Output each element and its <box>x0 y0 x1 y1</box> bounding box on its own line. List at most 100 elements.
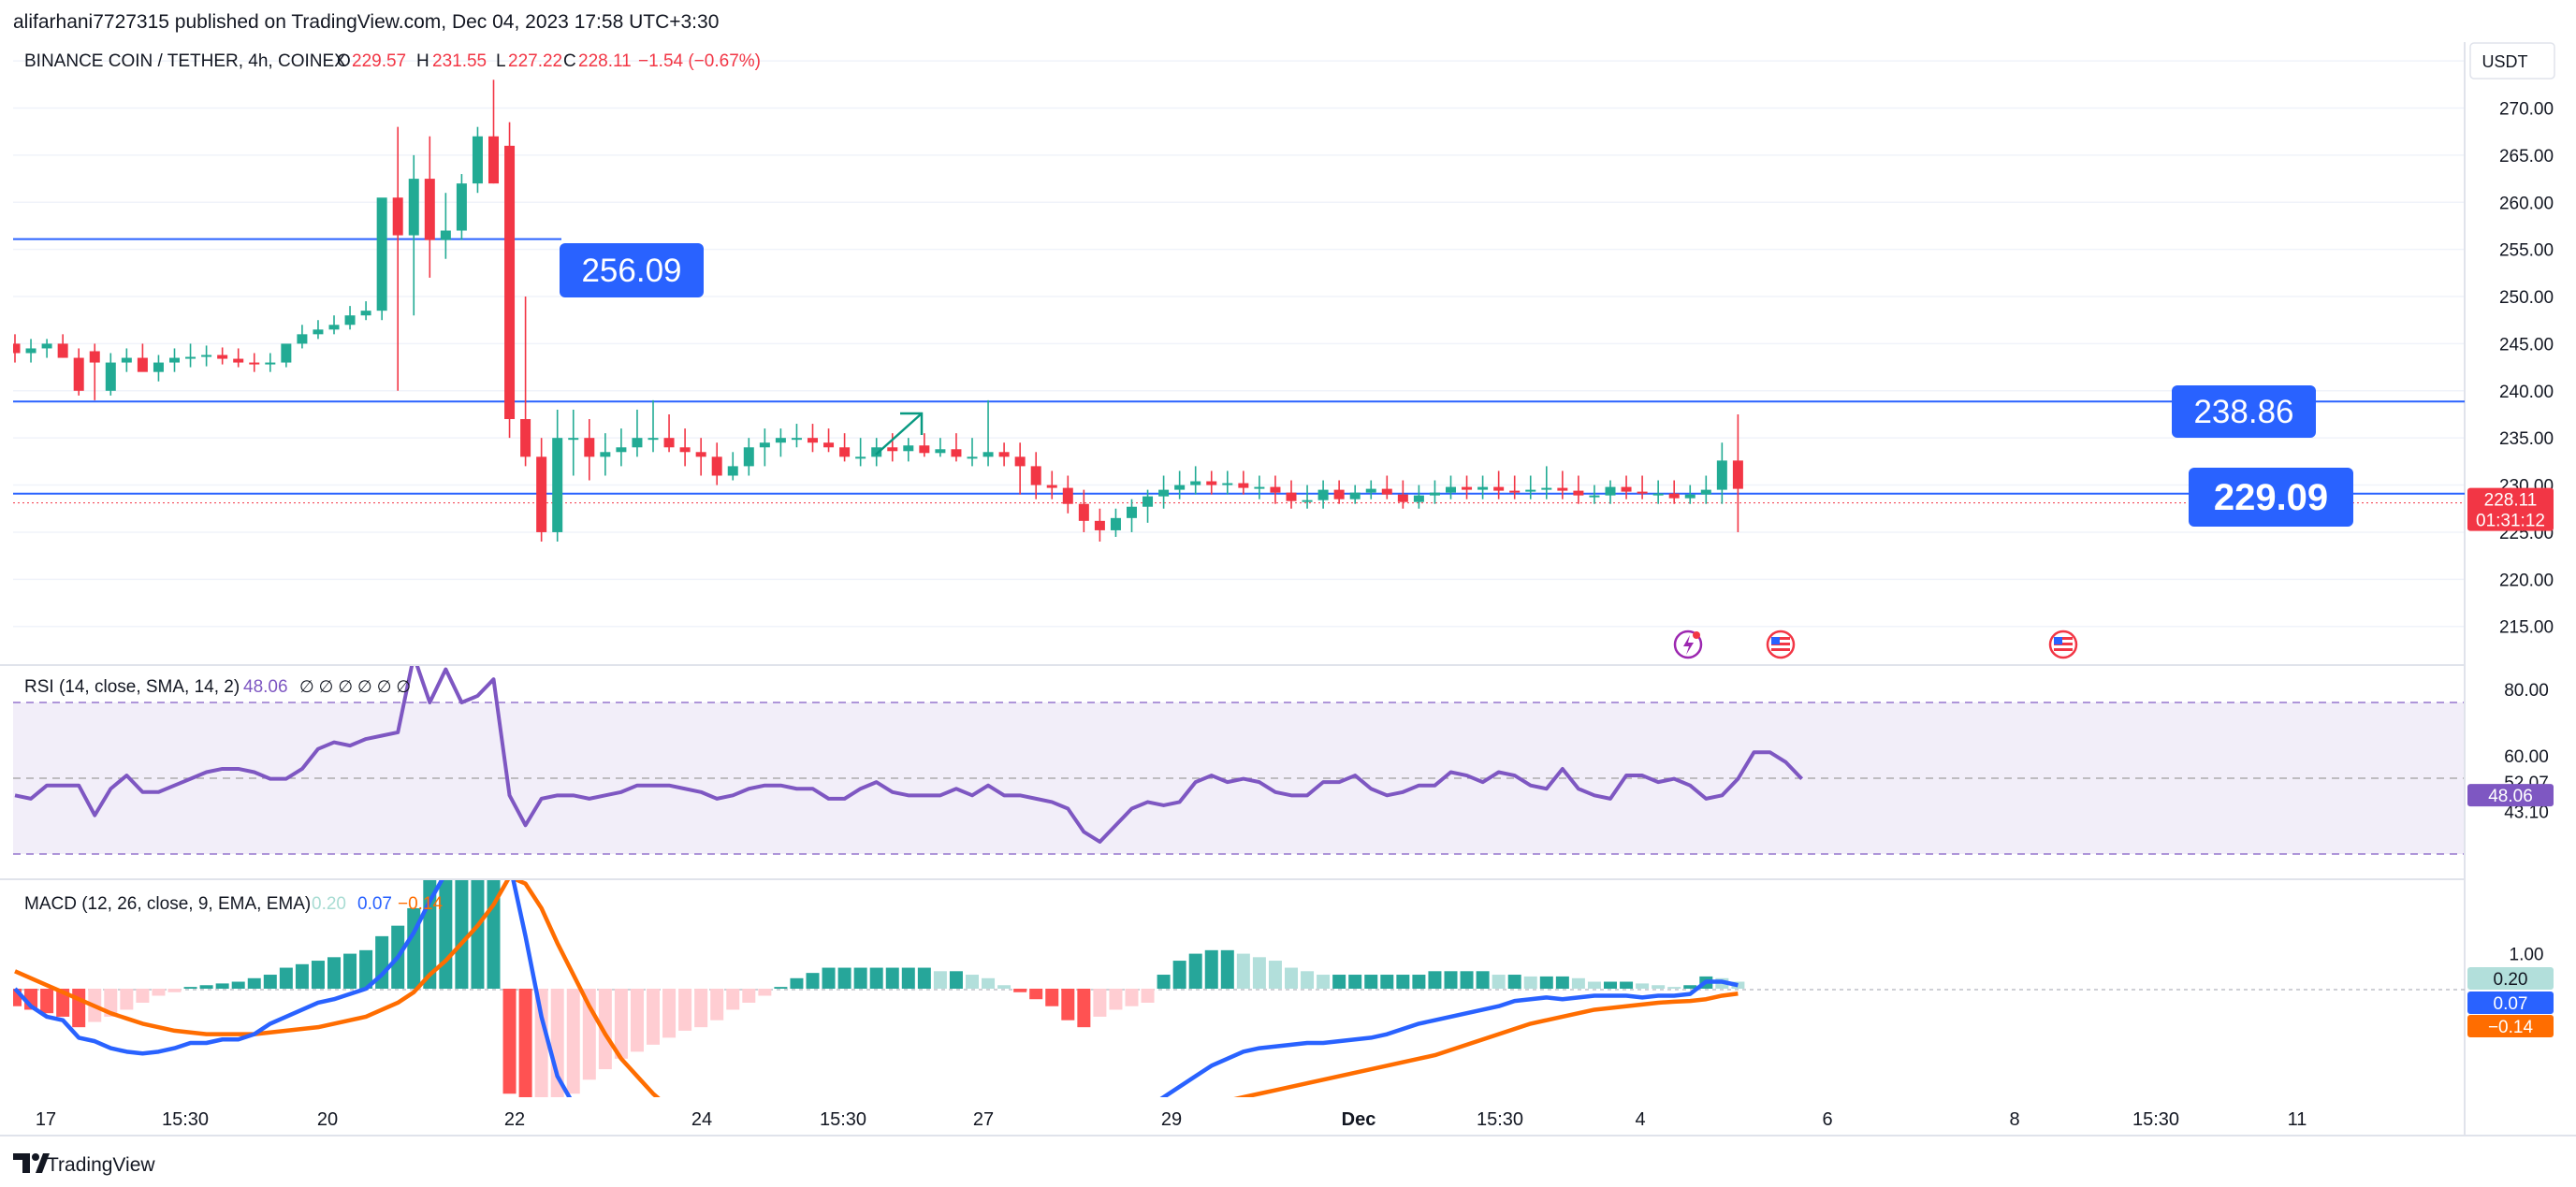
candle[interactable] <box>759 428 770 467</box>
price-axis[interactable]: 275.00270.00265.00260.00255.00250.00245.… <box>2467 52 2554 638</box>
candle[interactable] <box>1637 475 1648 499</box>
candle[interactable] <box>632 409 643 457</box>
candle[interactable] <box>10 334 21 363</box>
candle[interactable] <box>360 301 371 321</box>
candle[interactable] <box>1014 442 1026 495</box>
candle[interactable] <box>791 424 802 448</box>
macd-axis[interactable]: 1.00−1.000.200.07−0.14 <box>2467 946 2554 1037</box>
candle[interactable] <box>201 345 212 367</box>
candle[interactable] <box>584 419 595 481</box>
candle[interactable] <box>1605 480 1616 504</box>
candle[interactable] <box>600 433 611 476</box>
candle[interactable] <box>169 348 180 372</box>
candle[interactable] <box>1094 508 1105 543</box>
candle[interactable] <box>919 433 930 457</box>
level-label-256[interactable]: 256.09 <box>560 243 704 297</box>
candle[interactable] <box>440 193 451 259</box>
candle[interactable] <box>1317 480 1329 509</box>
candle[interactable] <box>663 413 675 453</box>
candle[interactable] <box>344 306 356 330</box>
candle[interactable] <box>552 409 563 543</box>
candle[interactable] <box>89 343 100 400</box>
candle[interactable] <box>982 399 994 467</box>
candle[interactable] <box>328 315 340 335</box>
candle[interactable] <box>1381 475 1392 499</box>
candle[interactable] <box>185 343 196 368</box>
candle[interactable] <box>743 438 754 476</box>
candle[interactable] <box>41 339 52 358</box>
candle[interactable] <box>1429 480 1440 504</box>
candle[interactable] <box>137 343 148 372</box>
candle[interactable] <box>1477 475 1489 499</box>
candle[interactable] <box>1541 466 1552 499</box>
candle[interactable] <box>313 320 324 340</box>
candle[interactable] <box>520 297 531 467</box>
candle[interactable] <box>1589 485 1600 504</box>
rsi-line[interactable] <box>14 656 1804 844</box>
candle[interactable] <box>1349 485 1361 504</box>
us-flag-event-icon[interactable] <box>1766 630 1796 659</box>
candle[interactable] <box>25 339 36 363</box>
rsi-legend[interactable]: RSI (14, close, SMA, 14, 2) 48.06 ∅ ∅ ∅ … <box>24 677 411 697</box>
candle[interactable] <box>616 428 627 467</box>
macd-series[interactable] <box>8 796 1745 1187</box>
candle[interactable] <box>1190 466 1201 495</box>
candle[interactable] <box>1668 480 1680 504</box>
candle[interactable] <box>1493 470 1505 499</box>
macd-legend[interactable]: MACD (12, 26, close, 9, EMA, EMA) 0.20 0… <box>24 894 444 914</box>
candle[interactable] <box>839 433 851 462</box>
candle[interactable] <box>1446 475 1456 499</box>
candle[interactable] <box>887 433 898 462</box>
candle[interactable] <box>967 438 978 467</box>
candle[interactable] <box>1286 480 1297 509</box>
candle[interactable] <box>1127 499 1137 532</box>
tradingview-logo[interactable]: TradingView <box>13 1153 155 1176</box>
candle[interactable] <box>1030 452 1041 499</box>
candle[interactable] <box>1238 470 1249 495</box>
candle[interactable] <box>679 428 691 467</box>
candle[interactable] <box>1462 475 1473 499</box>
candle[interactable] <box>998 442 1010 467</box>
candle[interactable] <box>153 355 164 382</box>
candle[interactable] <box>1254 475 1265 499</box>
candle[interactable] <box>1222 470 1233 495</box>
candle[interactable] <box>871 438 882 467</box>
candle[interactable] <box>1716 442 1727 504</box>
candle[interactable] <box>105 353 116 396</box>
candle[interactable] <box>1158 475 1170 509</box>
candle[interactable] <box>1365 480 1376 499</box>
candle[interactable] <box>1062 475 1073 514</box>
candle[interactable] <box>1652 480 1664 504</box>
candle[interactable] <box>1700 475 1711 504</box>
candle[interactable] <box>424 136 435 278</box>
candle[interactable] <box>1302 485 1313 509</box>
candle[interactable] <box>1557 470 1568 499</box>
candle[interactable] <box>1397 480 1408 509</box>
candle[interactable] <box>488 80 499 184</box>
symbol-legend[interactable]: BINANCE COIN / TETHER, 4h, COINEX O 229.… <box>24 51 761 71</box>
candle[interactable] <box>1732 413 1743 532</box>
candle[interactable] <box>823 428 835 453</box>
candle[interactable] <box>536 438 547 543</box>
candle[interactable] <box>1206 470 1217 495</box>
rsi-series[interactable] <box>14 656 1804 844</box>
candle[interactable] <box>456 174 467 240</box>
level-label-229[interactable]: 229.09 <box>2189 468 2353 527</box>
candle[interactable] <box>648 399 659 453</box>
candle[interactable] <box>951 433 962 462</box>
candle[interactable] <box>1046 470 1057 499</box>
candle[interactable] <box>1333 480 1345 504</box>
candle[interactable] <box>121 348 132 372</box>
candle[interactable] <box>297 325 308 349</box>
candlestick-series[interactable] <box>10 80 1743 543</box>
us-flag-event-icon-2[interactable] <box>2048 630 2078 659</box>
candle[interactable] <box>1684 485 1696 504</box>
candle[interactable] <box>472 126 483 194</box>
candle[interactable] <box>1509 475 1521 499</box>
candle[interactable] <box>855 438 866 467</box>
candle[interactable] <box>392 126 403 391</box>
candle[interactable] <box>1174 470 1186 499</box>
horizontal-lines[interactable] <box>13 238 2465 504</box>
